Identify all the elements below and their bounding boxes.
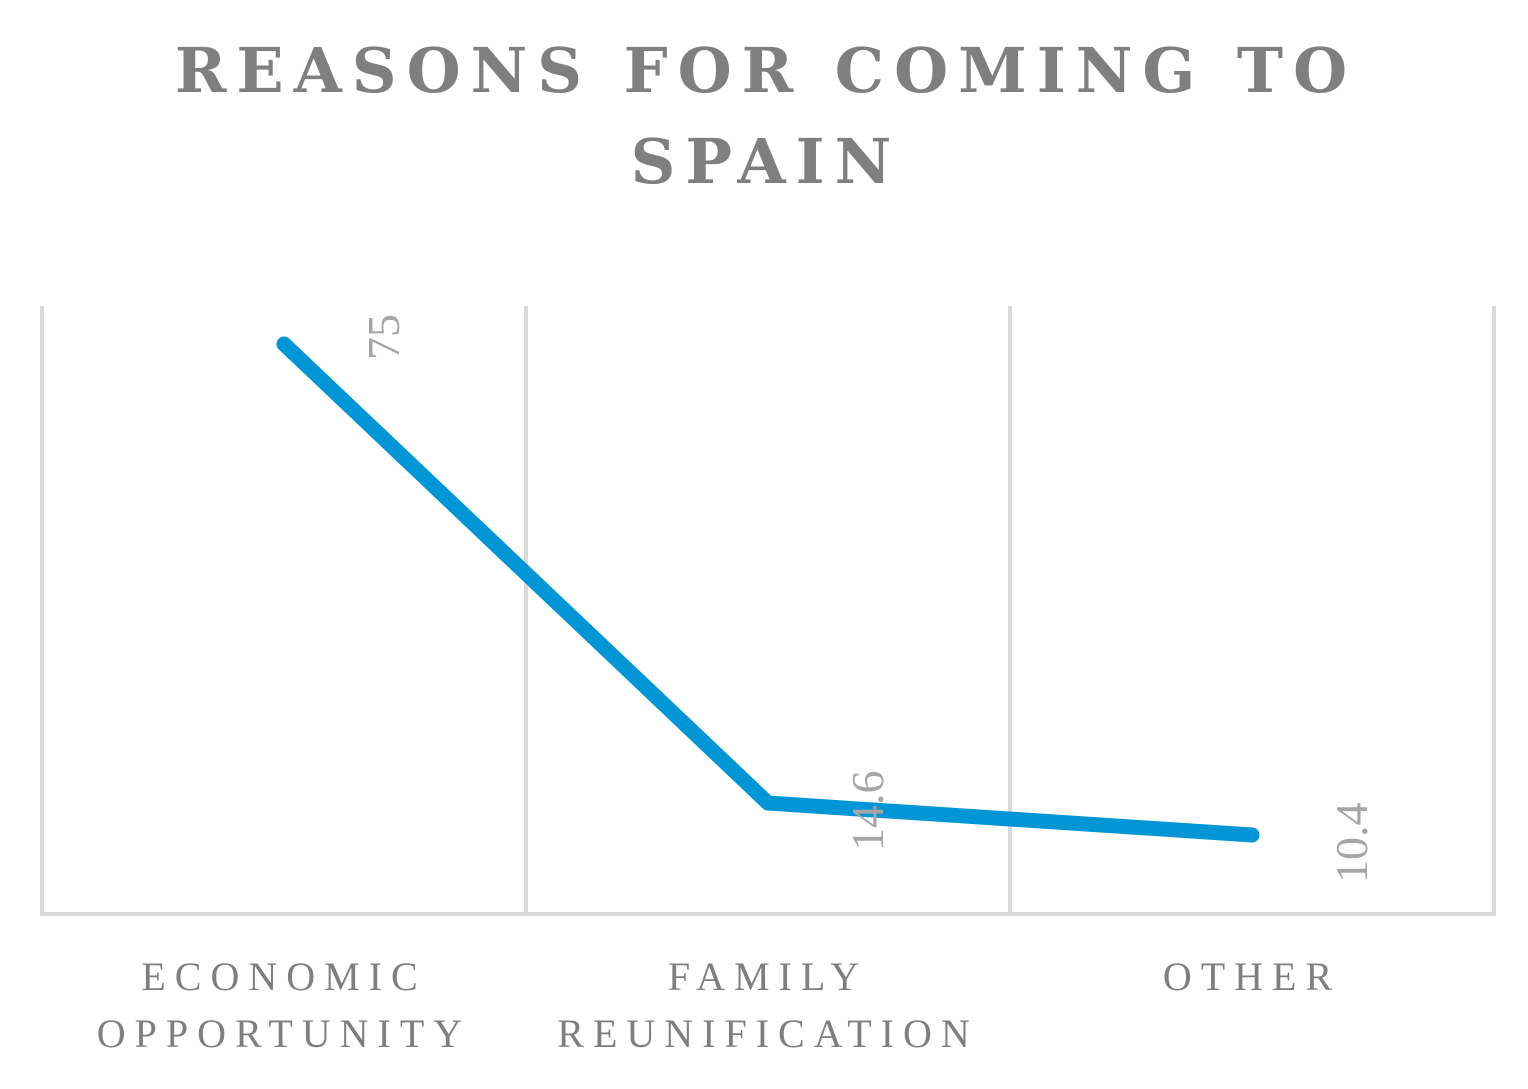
chart-title-line-1: REASONS FOR COMING TO bbox=[175, 34, 1357, 107]
series-line bbox=[276, 336, 1260, 843]
data-label-1: 14.6 bbox=[842, 771, 893, 852]
category-axis-labels: ECONOMIC OPPORTUNITY FAMILY REUNIFICATION OT… bbox=[97, 954, 1341, 1056]
data-labels: 75 14.6 10.4 bbox=[358, 314, 1377, 883]
gridlines bbox=[40, 306, 1496, 916]
chart-title: REASONS FOR COMING TO SPAIN bbox=[175, 34, 1357, 198]
data-label-2: 10.4 bbox=[1326, 802, 1377, 883]
category-label-0-line-1: OPPORTUNITY bbox=[97, 1011, 471, 1056]
data-label-0: 75 bbox=[358, 314, 409, 360]
category-label-1-line-0: FAMILY bbox=[668, 954, 868, 999]
category-label-0-line-0: ECONOMIC bbox=[141, 954, 426, 999]
category-label-2-line-0: OTHER bbox=[1163, 954, 1341, 999]
category-label-1-line-1: REUNIFICATION bbox=[557, 1011, 978, 1056]
chart-title-line-2: SPAIN bbox=[631, 125, 902, 198]
series-line-group bbox=[276, 336, 1260, 843]
